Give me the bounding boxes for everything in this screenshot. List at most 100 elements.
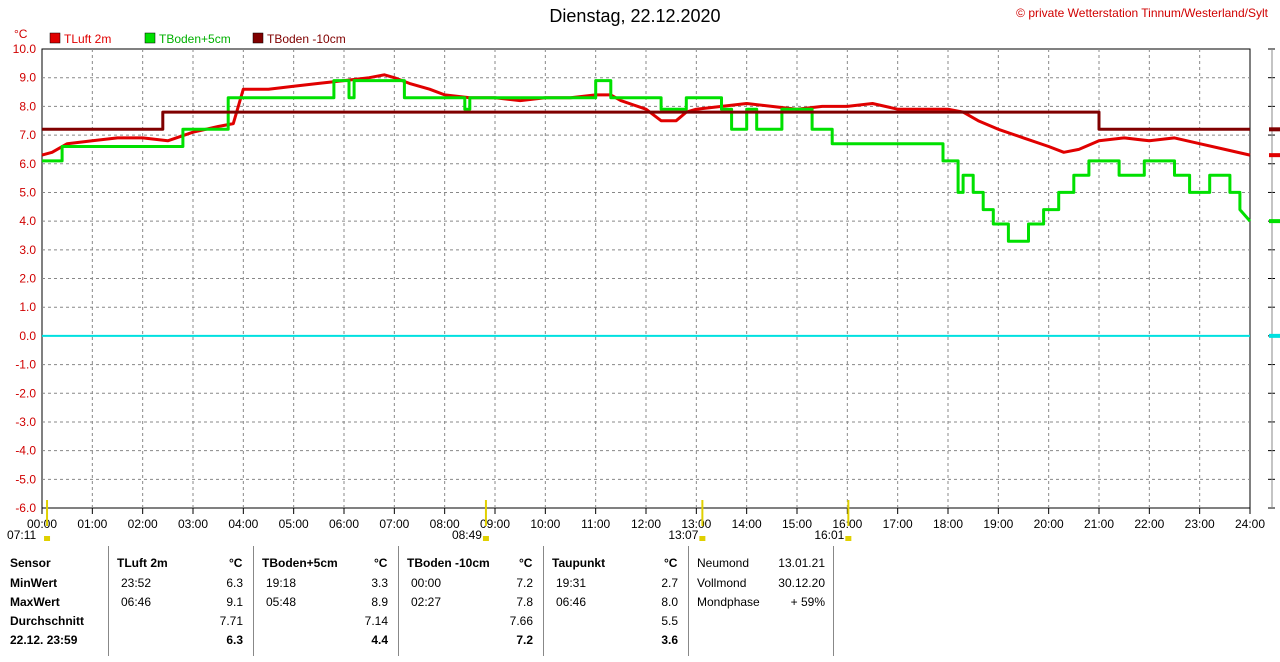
- temperature-chart: 10.0 9.0 8.0 7.0 6.0 5.0 4.0 3.0 2.0 1.0 0.0 -1.0 -2…: [7, 27, 1280, 542]
- y-tick-label: 10.0: [13, 42, 37, 56]
- y-tick-label: -2.0: [15, 386, 36, 400]
- y-tick-label: 6.0: [19, 157, 36, 171]
- x-tick-label: 20:00: [1034, 517, 1064, 531]
- moon-full-label: Vollmond: [697, 576, 747, 590]
- tboden5-current: 4.4: [371, 633, 388, 647]
- x-tick-label: 06:00: [329, 517, 359, 531]
- y-tick-label: 1.0: [19, 300, 36, 314]
- x-tick-label: 01:00: [77, 517, 107, 531]
- x-tick-label: 08:00: [430, 517, 460, 531]
- taupunkt-min-time: 19:31: [556, 576, 587, 590]
- y-tick-label: 4.0: [19, 214, 36, 228]
- tluft-unit: °C: [229, 556, 243, 570]
- current-label: 22.12. 23:59: [10, 633, 78, 647]
- taupunkt-header: Taupunkt: [552, 556, 606, 570]
- taupunkt-max-time: 06:46: [556, 595, 587, 609]
- tboden5-column: TBoden+5cm °C 19:18 3.3 05:48 8.9 7.14 4…: [254, 546, 399, 656]
- tluft-min-time: 23:52: [121, 576, 152, 590]
- tboden5-unit: °C: [374, 556, 388, 570]
- y-tick-label: 7.0: [19, 128, 36, 142]
- right-axis-marker: [1269, 333, 1280, 338]
- tluft-avg: 7.71: [219, 614, 243, 628]
- tboden10-max-value: 7.8: [516, 595, 533, 609]
- tboden5-max-time: 05:48: [266, 595, 297, 609]
- moon-new-value: 13.01.21: [778, 556, 825, 570]
- y-tick-label: 3.0: [19, 243, 36, 257]
- x-tick-label: 24:00: [1235, 517, 1265, 531]
- y-tick-label: 0.0: [19, 329, 36, 343]
- max-label: MaxWert: [10, 595, 60, 609]
- taupunkt-current: 3.6: [661, 633, 678, 647]
- moon-new-label: Neumond: [697, 556, 750, 570]
- moon-column: Neumond 13.01.21 Vollmond 30.12.20 Mondp…: [689, 546, 834, 656]
- moon-full-value: 30.12.20: [778, 576, 825, 590]
- taupunkt-unit: °C: [664, 556, 678, 570]
- event-label: 08:49: [452, 528, 482, 542]
- tboden10-header: TBoden -10cm: [407, 556, 490, 570]
- tboden5-max-value: 8.9: [371, 595, 388, 609]
- event-dot: [482, 536, 489, 541]
- tboden10-min-value: 7.2: [516, 576, 533, 590]
- x-tick-label: 23:00: [1185, 517, 1215, 531]
- taupunkt-column: Taupunkt °C 19:31 2.7 06:46 8.0 5.5 3.6: [544, 546, 689, 656]
- legend-swatch: [252, 32, 264, 44]
- x-tick-label: 05:00: [279, 517, 309, 531]
- y-tick-label: -6.0: [15, 501, 36, 515]
- y-tick-label: 9.0: [19, 71, 36, 85]
- sensor-header: Sensor: [10, 556, 51, 570]
- x-tick-label: 04:00: [228, 517, 258, 531]
- x-tick-label: 18:00: [933, 517, 963, 531]
- right-axis-marker: [1269, 153, 1280, 158]
- x-tick-label: 17:00: [883, 517, 913, 531]
- x-tick-label: 10:00: [530, 517, 560, 531]
- y-unit-label: °C: [14, 27, 28, 41]
- event-label: 07:11: [7, 528, 36, 542]
- chart-title: Dienstag, 22.12.2020: [549, 6, 721, 26]
- event-label: 16:01: [814, 528, 844, 542]
- x-tick-label: 13:00: [681, 517, 711, 531]
- x-tick-label: 02:00: [128, 517, 158, 531]
- y-tick-label: -1.0: [15, 358, 36, 372]
- event-dot: [845, 536, 852, 541]
- tboden10-max-time: 02:27: [411, 595, 442, 609]
- x-tick-label: 19:00: [983, 517, 1013, 531]
- y-tick-label: 5.0: [19, 185, 36, 199]
- x-tick-label: 00:00: [27, 517, 57, 531]
- x-tick-label: 21:00: [1084, 517, 1114, 531]
- tboden5-avg: 7.14: [364, 614, 388, 628]
- avg-label: Durchschnitt: [10, 614, 85, 628]
- tboden10-min-time: 00:00: [411, 576, 442, 590]
- legend-label: TBoden -10cm: [267, 32, 346, 46]
- x-tick-label: 14:00: [732, 517, 762, 531]
- tboden10-current: 7.2: [516, 633, 533, 647]
- event-dot: [44, 536, 51, 541]
- taupunkt-max-value: 8.0: [661, 595, 678, 609]
- series-line-0: [41, 73, 1251, 157]
- tboden5-min-time: 19:18: [266, 576, 297, 590]
- series-line-2: [42, 110, 1250, 131]
- taupunkt-avg: 5.5: [661, 614, 678, 628]
- legend-swatch: [49, 32, 61, 44]
- right-axis-marker: [1269, 127, 1280, 132]
- legend-label: TLuft 2m: [64, 32, 111, 46]
- y-tick-label: -4.0: [15, 444, 36, 458]
- x-tick-label: 22:00: [1134, 517, 1164, 531]
- sensor-column: Sensor MinWert MaxWert Durchschnitt 22.1…: [0, 546, 109, 656]
- tluft-max-time: 06:46: [121, 595, 152, 609]
- legend-swatch: [144, 32, 156, 44]
- tluft-min-value: 6.3: [226, 576, 243, 590]
- event-label: 13:07: [668, 528, 698, 542]
- min-label: MinWert: [10, 576, 58, 590]
- right-axis-marker: [1269, 219, 1280, 224]
- tboden5-header: TBoden+5cm: [262, 556, 338, 570]
- y-tick-label: -3.0: [15, 415, 36, 429]
- x-tick-label: 15:00: [782, 517, 812, 531]
- series-line-1: [42, 79, 1252, 243]
- copyright-label: © private Wetterstation Tinnum/Westerlan…: [1016, 6, 1268, 20]
- moon-phase-label: Mondphase: [697, 595, 760, 609]
- tboden5-min-value: 3.3: [371, 576, 388, 590]
- x-tick-label: 12:00: [631, 517, 661, 531]
- tboden10-column: TBoden -10cm °C 00:00 7.2 02:27 7.8 7.66…: [399, 546, 544, 656]
- legend-label: TBoden+5cm: [159, 32, 231, 46]
- event-dot: [699, 536, 706, 541]
